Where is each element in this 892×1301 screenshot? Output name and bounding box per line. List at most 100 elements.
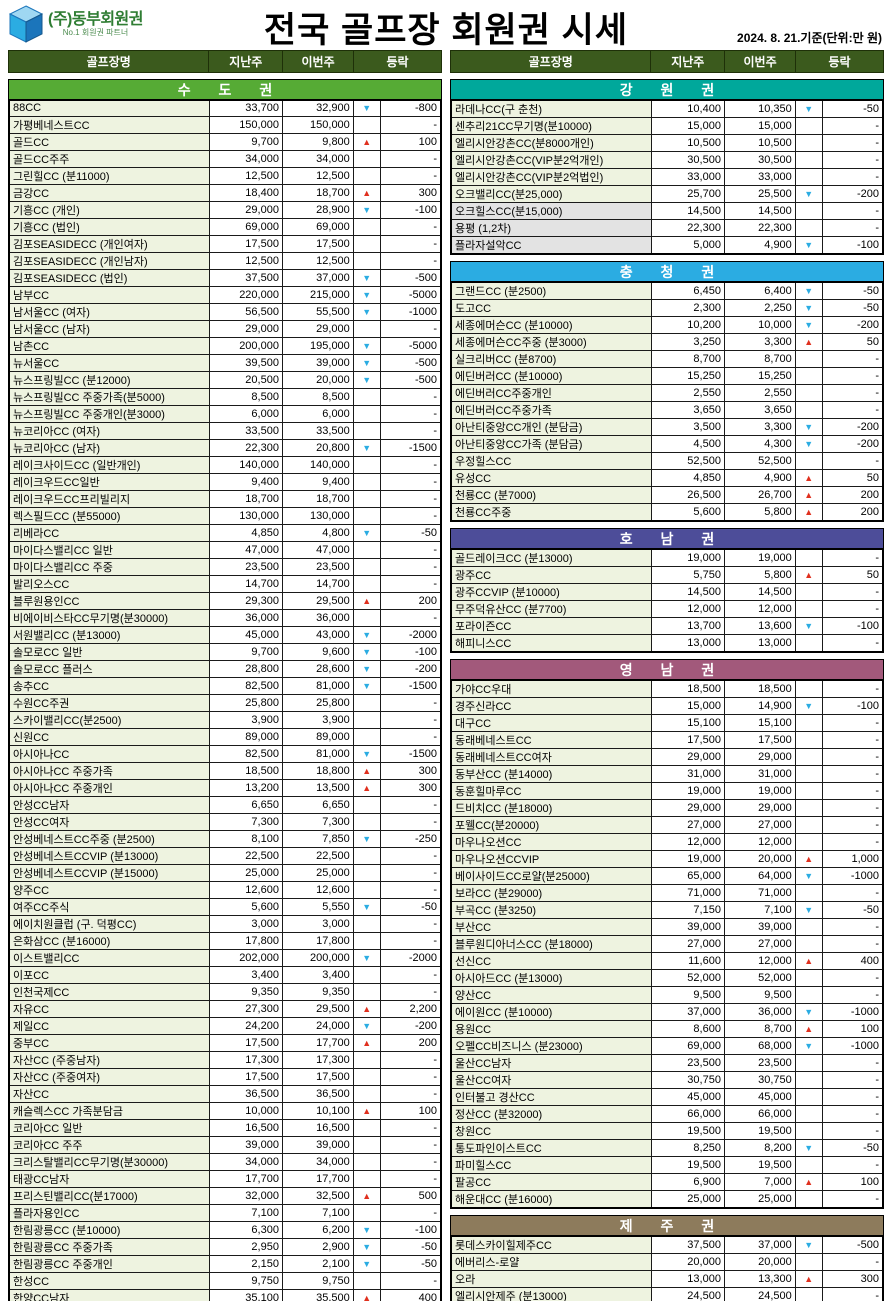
change-value-cell: - <box>821 350 884 368</box>
table-row: 아난티중앙CC가족 (분담금) 4,500 4,300 ▼ -200 <box>450 435 884 453</box>
course-name-cell: 송추CC <box>8 676 210 695</box>
last-week-cell: 69,000 <box>650 1037 725 1055</box>
change-value-cell: - <box>821 782 884 800</box>
last-week-cell: 15,100 <box>650 714 725 732</box>
table-row: 천룡CC주중 5,600 5,800 ▲ 200 <box>450 503 884 522</box>
last-week-cell: 39,500 <box>208 353 283 372</box>
course-name-cell: 기흥CC (법인) <box>8 217 210 236</box>
table-row: 울산CC여자 30,750 30,750- <box>450 1071 884 1089</box>
last-week-cell: 15,000 <box>650 117 725 135</box>
table-row: 센추리21CC무기명(분10000) 15,000 15,000- <box>450 117 884 135</box>
change-value-cell: - <box>821 384 884 402</box>
change-value-cell: - <box>821 986 884 1004</box>
last-week-cell: 22,300 <box>650 219 725 237</box>
course-name-cell: 엘리시안제주 (분13000) <box>450 1287 652 1301</box>
table-row: 그린힐CC (분11000) 12,500 12,500- <box>8 166 442 185</box>
table-row: 김포SEASIDECC (법인) 37,500 37,000 ▼ -500 <box>8 268 442 287</box>
course-name-cell: 안성베네스트CCVIP (분15000) <box>8 863 210 882</box>
this-week-cell: 52,500 <box>723 452 796 470</box>
table-row: 아시아나CC 주중개인 13,200 13,500 ▲ 300 <box>8 778 442 797</box>
table-row: 에딘버러CC주중가족 3,650 3,650- <box>450 401 884 419</box>
change-value-cell: - <box>379 812 442 831</box>
last-week-cell: 5,000 <box>650 236 725 255</box>
this-week-cell: 27,000 <box>723 816 796 834</box>
change-arrow-cell: ▼ <box>352 200 381 219</box>
table-row: 용평 (1,2차) 22,300 22,300- <box>450 219 884 237</box>
last-week-cell: 3,500 <box>650 418 725 436</box>
change-value-cell: - <box>379 217 442 236</box>
change-value-cell: - <box>379 149 442 168</box>
course-name-cell: 인터불고 경산CC <box>450 1088 652 1106</box>
last-week-cell: 12,000 <box>650 833 725 851</box>
section-table-sudogwon: 88CC 33,700 32,900 ▼ -800 가평베네스트CC 150,000 150,… <box>8 99 442 1301</box>
change-arrow-cell: ▼ <box>794 1003 823 1021</box>
this-week-cell: 9,600 <box>281 642 354 661</box>
this-week-cell: 6,200 <box>281 1220 354 1239</box>
last-week-cell: 18,400 <box>208 183 283 202</box>
table-row: 캐슬렉스CC 가족분담금 10,000 10,100 ▲ 100 <box>8 1101 442 1120</box>
course-name-cell: 엘리시안강촌CC(VIP분2억개인) <box>450 151 652 169</box>
change-arrow-cell: ▼ <box>794 1037 823 1055</box>
date-note: 2024. 8. 21.기준(단위:만 원) <box>737 31 882 45</box>
logo-subtitle: No.1 회원권 파트너 <box>62 28 129 37</box>
course-name-cell: 자유CC <box>8 999 210 1018</box>
change-arrow-cell <box>352 149 381 168</box>
last-week-cell: 30,750 <box>650 1071 725 1089</box>
course-name-cell: 이스트밸리CC <box>8 948 210 967</box>
change-value-cell: -50 <box>821 99 884 118</box>
this-week-cell: 10,500 <box>723 134 796 152</box>
course-name-cell: 뉴스프링빌CC (분12000) <box>8 370 210 389</box>
change-value-cell: 500 <box>379 1186 442 1205</box>
logo-title: (주)동부회원권 <box>48 11 143 28</box>
change-value-cell: -500 <box>821 1235 884 1254</box>
change-arrow-cell: ▼ <box>352 99 381 117</box>
table-row: 에이원CC (분10000) 37,000 36,000 ▼ -1000 <box>450 1003 884 1021</box>
change-arrow-cell <box>352 812 381 831</box>
change-arrow-cell: ▼ <box>352 1237 381 1256</box>
change-value-cell: - <box>821 1105 884 1123</box>
table-row: 오크힐스CC(분15,000) 14,500 14,500- <box>450 202 884 220</box>
this-week-cell: 17,300 <box>281 1050 354 1069</box>
this-week-cell: 39,000 <box>281 353 354 372</box>
course-name-cell: 레이크우드CC일반 <box>8 472 210 491</box>
change-arrow-cell: ▼ <box>794 617 823 635</box>
change-arrow-cell: ▲ <box>794 1173 823 1191</box>
change-value-cell: 200 <box>821 486 884 504</box>
this-week-cell: 14,500 <box>723 583 796 601</box>
table-row: 해운대CC (분16000) 25,000 25,000- <box>450 1190 884 1209</box>
table-row: 남서울CC (남자) 29,000 29,000- <box>8 319 442 338</box>
course-name-cell: 렉스필드CC (분55000) <box>8 506 210 525</box>
change-value-cell: - <box>821 1287 884 1301</box>
last-week-cell: 52,500 <box>650 452 725 470</box>
change-value-cell: -200 <box>821 435 884 453</box>
change-arrow-cell <box>794 816 823 834</box>
table-row: 뉴스프링빌CC (분12000) 20,500 20,000 ▼ -500 <box>8 370 442 389</box>
table-row: 레이크우드CC일반 9,400 9,400- <box>8 472 442 491</box>
table-row: 뉴스프링빌CC 주중가족(분5000) 8,500 8,500- <box>8 387 442 406</box>
this-week-cell: 17,700 <box>281 1033 354 1052</box>
course-name-cell: 에이원CC (분10000) <box>450 1003 652 1021</box>
table-row: 가평베네스트CC 150,000 150,000- <box>8 115 442 134</box>
table-row: 수원CC주권 25,800 25,800- <box>8 693 442 712</box>
change-arrow-cell <box>352 421 381 440</box>
course-name-cell: 울산CC여자 <box>450 1071 652 1089</box>
last-week-cell: 69,000 <box>208 217 283 236</box>
course-name-cell: 파미힐스CC <box>450 1156 652 1174</box>
course-name-cell: 스카이밸리CC(분2500) <box>8 710 210 729</box>
table-row: 한림광릉CC (분10000) 6,300 6,200 ▼ -100 <box>8 1220 442 1239</box>
table-row: 플라자설악CC 5,000 4,900 ▼ -100 <box>450 236 884 255</box>
change-arrow-cell: ▲ <box>794 503 823 522</box>
page-header: (주)동부회원권 No.1 회원권 파트너 전국 골프장 회원권 시세 2024… <box>0 0 892 50</box>
this-week-cell: 9,750 <box>281 1271 354 1290</box>
course-name-cell: 정산CC (분32000) <box>450 1105 652 1123</box>
last-week-cell: 11,600 <box>650 952 725 970</box>
this-week-cell: 33,500 <box>281 421 354 440</box>
course-name-cell: 용평 (1,2차) <box>450 219 652 237</box>
change-arrow-cell <box>794 1253 823 1271</box>
course-name-cell: 블루원디아너스CC (분18000) <box>450 935 652 953</box>
change-arrow-cell <box>794 714 823 732</box>
change-value-cell: 1,000 <box>821 850 884 868</box>
course-name-cell: 자산CC <box>8 1084 210 1103</box>
course-name-cell: 에딘버러CC (분10000) <box>450 367 652 385</box>
last-week-cell: 8,500 <box>208 387 283 406</box>
